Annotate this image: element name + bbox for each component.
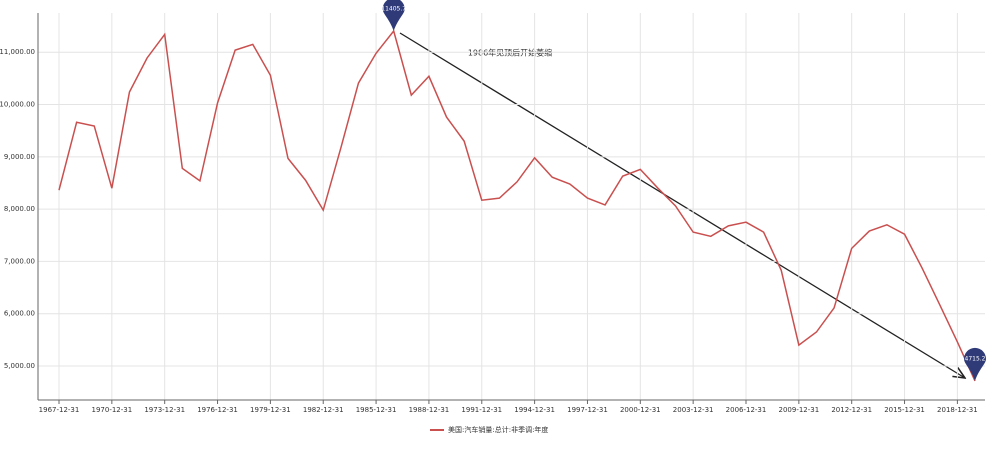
x-tick-label: 1994-12-31 — [514, 406, 555, 414]
x-tick-label: 2018-12-31 — [937, 406, 978, 414]
x-tick-label: 1997-12-31 — [567, 406, 608, 414]
x-tick-label: 2003-12-31 — [673, 406, 714, 414]
x-tick-label: 1982-12-31 — [303, 406, 344, 414]
pin-marker — [964, 347, 986, 381]
y-tick-label: 8,000.00 — [4, 205, 35, 213]
legend-label: 美国:汽车销量:总计:非季调:年度 — [448, 425, 548, 434]
x-tick-label: 2009-12-31 — [779, 406, 820, 414]
x-tick-label: 1973-12-31 — [144, 406, 185, 414]
x-tick-label: 2012-12-31 — [831, 406, 872, 414]
series-line — [58, 29, 976, 382]
x-tick-label: 2006-12-31 — [726, 406, 767, 414]
y-tick-label: 10,000.00 — [0, 101, 35, 109]
pin-label: 11405.7 — [381, 6, 406, 13]
trend-arrow — [399, 32, 965, 378]
x-tick-label: 1991-12-31 — [461, 406, 502, 414]
x-tick-label: 1979-12-31 — [250, 406, 291, 414]
y-tick-label: 5,000.00 — [4, 362, 35, 370]
x-tick-label: 2015-12-31 — [884, 406, 925, 414]
y-tick-label: 6,000.00 — [4, 310, 35, 318]
x-tick-label: 2000-12-31 — [620, 406, 661, 414]
x-tick-label: 1988-12-31 — [409, 406, 450, 414]
pin-marker — [382, 0, 405, 32]
x-tick-label: 1976-12-31 — [197, 406, 238, 414]
x-tick-label: 1967-12-31 — [39, 406, 80, 414]
x-tick-label: 1970-12-31 — [92, 406, 133, 414]
y-tick-label: 7,000.00 — [4, 257, 35, 265]
pin-label: 4715.2 — [965, 355, 986, 362]
y-tick-label: 11,000.00 — [0, 48, 35, 56]
x-tick-label: 1985-12-31 — [356, 406, 397, 414]
y-tick-label: 9,000.00 — [4, 153, 35, 161]
